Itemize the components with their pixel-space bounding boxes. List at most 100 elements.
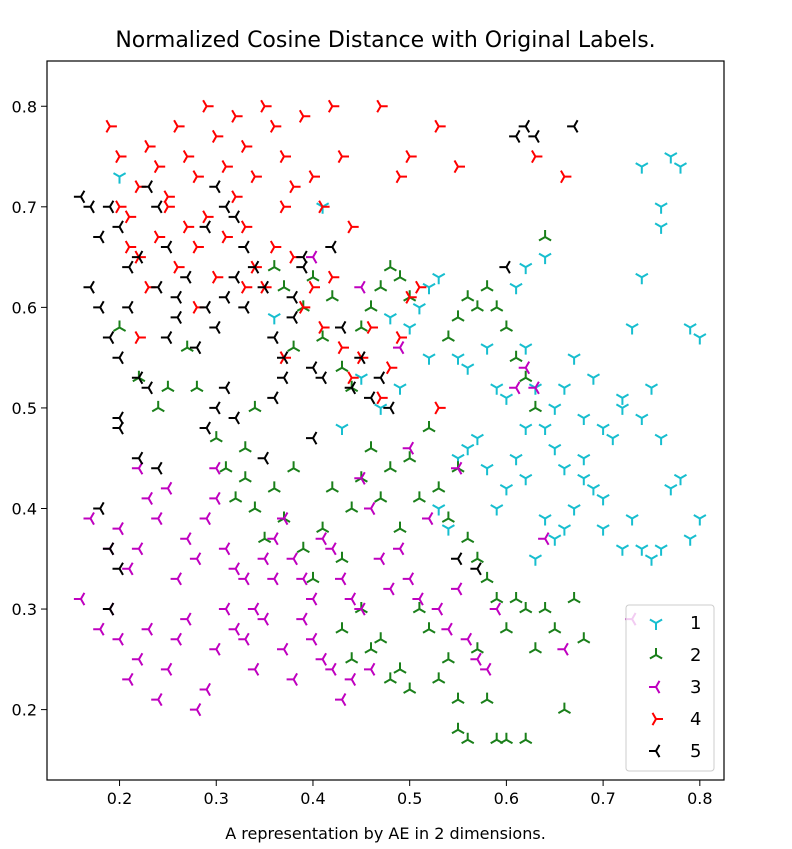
scatter-point xyxy=(306,270,320,282)
scatter-point xyxy=(102,542,115,556)
scatter-point xyxy=(218,200,231,214)
scatter-point xyxy=(432,272,446,285)
y-tick-label: 0.8 xyxy=(12,97,37,116)
scatter-point xyxy=(345,652,359,664)
x-axis-label: A representation by AE in 2 dimensions. xyxy=(225,824,546,843)
x-tick-label: 0.3 xyxy=(204,789,229,808)
scatter-point xyxy=(247,260,260,274)
scatter-point xyxy=(131,542,144,556)
scatter-point xyxy=(567,119,579,133)
scatter-point xyxy=(315,532,327,546)
scatter-point xyxy=(192,240,204,254)
scatter-point xyxy=(683,534,697,546)
scatter-point xyxy=(267,391,279,405)
scatter-point xyxy=(122,672,134,686)
scatter-point xyxy=(412,491,426,503)
scatter-point xyxy=(654,433,668,446)
scatter-point xyxy=(557,524,571,536)
scatter-point xyxy=(192,170,204,184)
scatter-point xyxy=(393,270,407,282)
scatter-point xyxy=(122,260,134,274)
scatter-point xyxy=(518,119,531,133)
scatter-point xyxy=(199,220,211,234)
scatter-point xyxy=(153,160,166,174)
scatter-point xyxy=(538,514,552,526)
scatter-point xyxy=(567,504,581,516)
scatter-point xyxy=(306,431,318,445)
scatter-point xyxy=(347,371,359,385)
scatter-point xyxy=(461,732,475,745)
scatter-point xyxy=(267,260,281,272)
scatter-point xyxy=(374,491,388,503)
scatter-point xyxy=(480,463,494,476)
scatter-point xyxy=(519,423,533,435)
scatter-point xyxy=(625,514,639,526)
scatter-point xyxy=(509,282,523,295)
scatter-point xyxy=(151,693,163,707)
scatter-point xyxy=(412,303,426,315)
scatter-point xyxy=(325,240,337,254)
scatter-point xyxy=(405,290,417,304)
x-tick-label: 0.8 xyxy=(687,789,712,808)
scatter-point xyxy=(337,149,349,164)
scatter-point xyxy=(83,511,95,526)
scatter-point xyxy=(325,290,339,302)
scatter-point xyxy=(335,320,347,335)
scatter-point xyxy=(434,119,446,133)
scatter-point xyxy=(160,481,173,495)
scatter-point xyxy=(402,441,415,455)
scatter-point xyxy=(509,592,523,604)
scatter-point xyxy=(393,542,405,556)
scatter-point xyxy=(451,722,465,735)
scatter-point xyxy=(519,602,533,614)
scatter-point xyxy=(480,692,494,704)
scatter-point xyxy=(431,602,444,616)
scatter-point xyxy=(480,571,494,584)
scatter-point xyxy=(180,340,194,352)
scatter-point xyxy=(247,662,260,676)
scatter-point xyxy=(93,501,105,516)
scatter-point xyxy=(374,403,388,415)
scatter-point xyxy=(509,350,523,363)
scatter-point xyxy=(490,504,504,516)
scatter-point xyxy=(182,149,195,164)
scatter-point xyxy=(432,481,446,493)
scatter-point xyxy=(577,453,591,466)
scatter-point xyxy=(279,200,291,214)
series-2 xyxy=(112,230,591,745)
legend-label: 5 xyxy=(690,741,701,762)
scatter-point xyxy=(73,190,86,204)
scatter-point xyxy=(238,240,250,254)
scatter-point xyxy=(635,413,649,425)
scatter-point xyxy=(470,642,484,654)
scatter-point xyxy=(531,149,543,164)
scatter-point xyxy=(267,481,281,493)
scatter-point xyxy=(279,149,291,164)
scatter-point xyxy=(451,552,463,566)
scatter-point xyxy=(286,290,298,304)
scatter-point xyxy=(173,260,185,274)
scatter-point xyxy=(257,451,269,465)
scatter-point xyxy=(673,473,688,486)
scatter-point xyxy=(318,200,330,214)
scatter-point xyxy=(403,323,417,335)
scatter-point xyxy=(376,391,388,405)
scatter-point xyxy=(519,262,533,275)
scatter-point xyxy=(151,461,163,475)
scatter-point xyxy=(596,423,610,435)
scatter-point xyxy=(383,260,397,272)
scatter-point xyxy=(567,592,581,604)
scatter-point xyxy=(228,562,240,576)
scatter-point xyxy=(287,461,301,473)
scatter-point xyxy=(250,170,262,184)
scatter-point xyxy=(509,381,521,395)
scatter-point xyxy=(269,119,282,133)
y-tick-label: 0.2 xyxy=(12,701,37,720)
scatter-point xyxy=(393,662,407,674)
scatter-point xyxy=(345,501,359,513)
scatter-point xyxy=(189,703,202,717)
scatter-point xyxy=(519,473,533,486)
scatter-point xyxy=(151,200,163,214)
legend-box xyxy=(625,604,715,772)
scatter-point xyxy=(383,672,397,684)
